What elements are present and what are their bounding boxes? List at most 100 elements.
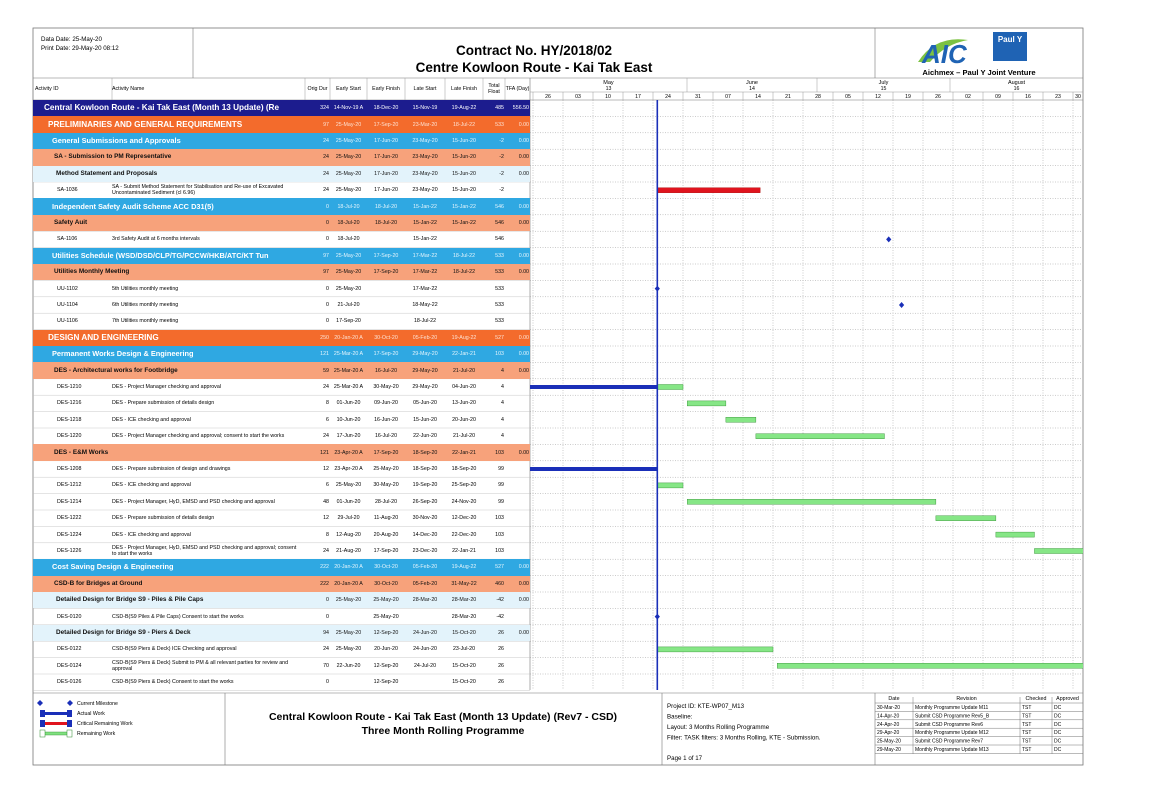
legend-remaining-icon: [41, 731, 71, 736]
cell-late-start: 05-Feb-20: [412, 564, 438, 571]
cell-total-float: 103: [495, 531, 504, 538]
summary-name: DES - E&M Works: [54, 448, 109, 456]
cell-late-finish: 21-Jul-20: [452, 433, 476, 440]
cell-late-start: 18-May-22: [412, 301, 438, 308]
revision-cell: Monthly Programme Update M11: [915, 705, 988, 711]
remaining-bar: [755, 433, 885, 439]
cell-late-start: 23-May-20: [412, 154, 438, 161]
month-label: May: [603, 80, 614, 86]
cell-late-start: 14-Dec-20: [412, 531, 438, 538]
cell-total-float: -42: [496, 597, 504, 604]
activity-id: DES-1222: [57, 515, 82, 522]
milestone: [1126, 679, 1131, 685]
cell-early-finish: 30-May-20: [373, 482, 399, 489]
summary-band: [33, 444, 530, 461]
cell-total-float: 546: [495, 219, 504, 226]
summary-name: Detailed Design for Bridge S9 - Piles & …: [56, 596, 204, 604]
remaining-bar: [995, 531, 1035, 538]
month-label: June: [746, 80, 758, 86]
week-label: 03: [575, 94, 581, 100]
activity-name: DES - Prepare submission of details desi…: [112, 515, 215, 522]
activity-id: UU-1104: [57, 301, 78, 308]
cell-late-start: 17-Mar-22: [412, 285, 438, 292]
summary-band: [33, 198, 530, 215]
cell-late-finish: 22-Jan-21: [452, 351, 476, 358]
summary-name: Cost Saving Design & Engineering: [52, 562, 174, 572]
cell-late-start: 24-Jun-20: [413, 646, 437, 653]
cell-early-finish: 11-Aug-20: [373, 515, 399, 522]
legend-label: Remaining Work: [77, 731, 116, 737]
week-label: 14: [755, 94, 761, 100]
cell-total-float: 546: [495, 236, 504, 243]
cell-early-finish: 09-Jun-20: [374, 400, 398, 407]
cell-late-start: 15-Jan-22: [413, 219, 437, 226]
critical-bar: [657, 187, 761, 193]
summary-band: [33, 592, 530, 609]
cell-late-finish: 15-Jan-22: [452, 219, 476, 226]
activity-id: DES-1220: [57, 433, 82, 440]
cell-late-finish: 23-Jul-20: [452, 646, 476, 653]
logo-mark: AIC: [921, 39, 968, 69]
cell-total-float: 4: [501, 383, 504, 390]
cell-early-start: 25-Mar-20 A: [333, 367, 364, 374]
cell-early-start: 25-May-20: [335, 252, 362, 259]
cell-orig-dur: 0: [326, 679, 329, 686]
revision-cell: Monthly Programme Update M13: [915, 747, 989, 753]
cell-orig-dur: 97: [323, 252, 329, 259]
cell-early-finish: 16-Jul-20: [374, 367, 398, 374]
week-label: 02: [965, 94, 971, 100]
cell-total-float: -42: [496, 613, 504, 620]
cell-late-finish: 20-Jun-20: [452, 416, 476, 423]
cell-orig-dur: 0: [326, 203, 329, 210]
activity-name: 3rd Safety Audit at 6 months intervals: [112, 236, 200, 243]
cell-late-start: 15-Jan-22: [413, 236, 437, 243]
cell-tfa: 0.00: [518, 629, 529, 636]
cell-late-start: 19-Sep-20: [412, 482, 438, 489]
activity-name: CSD-B(S9 Piers & Deck) ICE Checking and …: [112, 646, 237, 653]
cell-total-float: 527: [495, 564, 504, 571]
cell-total-float: -2: [499, 137, 504, 144]
legend-label: Critical Remaining Work: [77, 721, 133, 727]
cell-tfa: 0.00: [518, 252, 529, 259]
week-label: 24: [665, 94, 671, 100]
activity-id: DES-1224: [57, 531, 82, 538]
company-name: Aichmex – Paul Y Joint Venture: [922, 68, 1035, 77]
summary-name: CSD-B for Bridges at Ground: [54, 579, 143, 587]
summary-band: [33, 329, 530, 346]
cell-late-finish: 12-Dec-20: [451, 515, 477, 522]
cell-late-finish: 22-Dec-20: [451, 531, 477, 538]
cell-total-float: 99: [498, 482, 504, 489]
cell-late-finish: 04-Jun-20: [452, 383, 476, 390]
revision-cell: 29-May-20: [877, 747, 901, 753]
cell-tfa: 0.00: [518, 269, 529, 276]
cell-late-finish: 19-Aug-22: [451, 105, 477, 112]
summary-name: Utilities Schedule (WSD/DSD/CLP/TG/PCCW/…: [52, 250, 269, 260]
cell-late-start: 18-Jul-22: [413, 318, 437, 325]
cell-early-finish: 18-Dec-20: [373, 105, 399, 112]
activity-name: DES - Prepare submission of design and d…: [112, 465, 231, 472]
activity-name: DES - Project Manager checking and appro…: [112, 433, 285, 440]
cell-orig-dur: 24: [323, 433, 329, 440]
column-header: Late Start: [413, 86, 437, 92]
cell-early-finish: 25-May-20: [373, 465, 399, 472]
cell-early-finish: 28-Jul-20: [374, 498, 398, 505]
cell-orig-dur: 6: [326, 482, 329, 489]
cell-total-float: 26: [498, 662, 504, 669]
remaining-bar: [725, 417, 757, 423]
revision-cell: Submit CSD Programme Rev5_B: [915, 713, 990, 719]
project-info: Filter: TASK filters: 3 Months Rolling, …: [667, 735, 821, 742]
revision-header: Revision: [956, 696, 976, 702]
cell-orig-dur: 0: [326, 301, 329, 308]
cell-late-start: 29-May-20: [412, 367, 438, 374]
print-date: Print Date: 29-May-20 08:12: [41, 45, 119, 52]
activity-id: DES-1212: [57, 482, 82, 489]
cell-orig-dur: 121: [320, 351, 329, 358]
gantt-body: [530, 100, 1131, 690]
column-header: Total Float: [488, 83, 500, 95]
legend-actual-icon: [40, 710, 45, 717]
cell-total-float: 533: [495, 301, 504, 308]
cell-early-start: 25-May-20: [335, 597, 362, 604]
cell-total-float: 533: [495, 318, 504, 325]
summary-band: [33, 559, 530, 576]
